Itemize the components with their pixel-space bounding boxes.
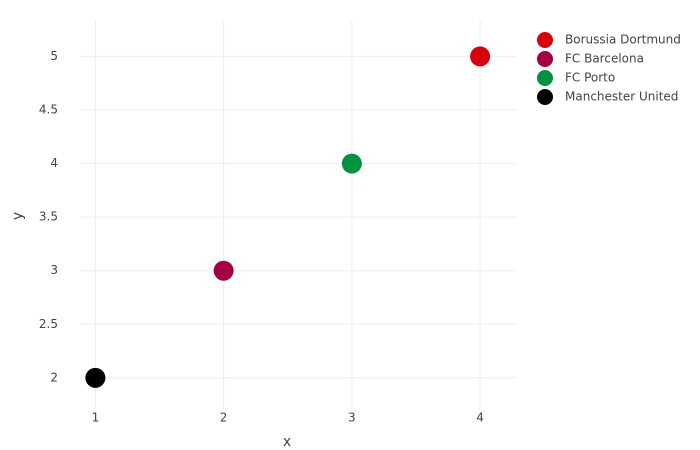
legend-label: Borussia Dortmund [565,33,681,47]
legend-marker [537,32,553,48]
y-tick-label: 4 [50,156,58,170]
y-tick-label: 2.5 [39,317,58,331]
legend-marker [537,89,553,105]
legend-marker [537,70,553,86]
x-tick-label: 4 [476,411,484,425]
x-axis-title: x [283,434,291,450]
y-tick-label: 3.5 [39,210,58,224]
y-axis-title: y [10,212,26,220]
x-tick-label: 3 [348,411,356,425]
y-tick-label: 2 [50,370,58,384]
point [85,367,106,388]
y-tick-label: 4.5 [39,103,58,117]
legend-label: FC Porto [565,71,615,85]
point [341,153,362,174]
legend-label: Manchester United [565,90,678,104]
point [213,260,234,281]
legend-marker [537,51,553,67]
legend-label: FC Barcelona [565,52,644,66]
y-tick-label: 5 [50,49,58,63]
x-tick-label: 1 [92,411,100,425]
point [470,46,491,67]
x-tick-label: 2 [220,411,228,425]
y-tick-label: 3 [50,263,58,277]
